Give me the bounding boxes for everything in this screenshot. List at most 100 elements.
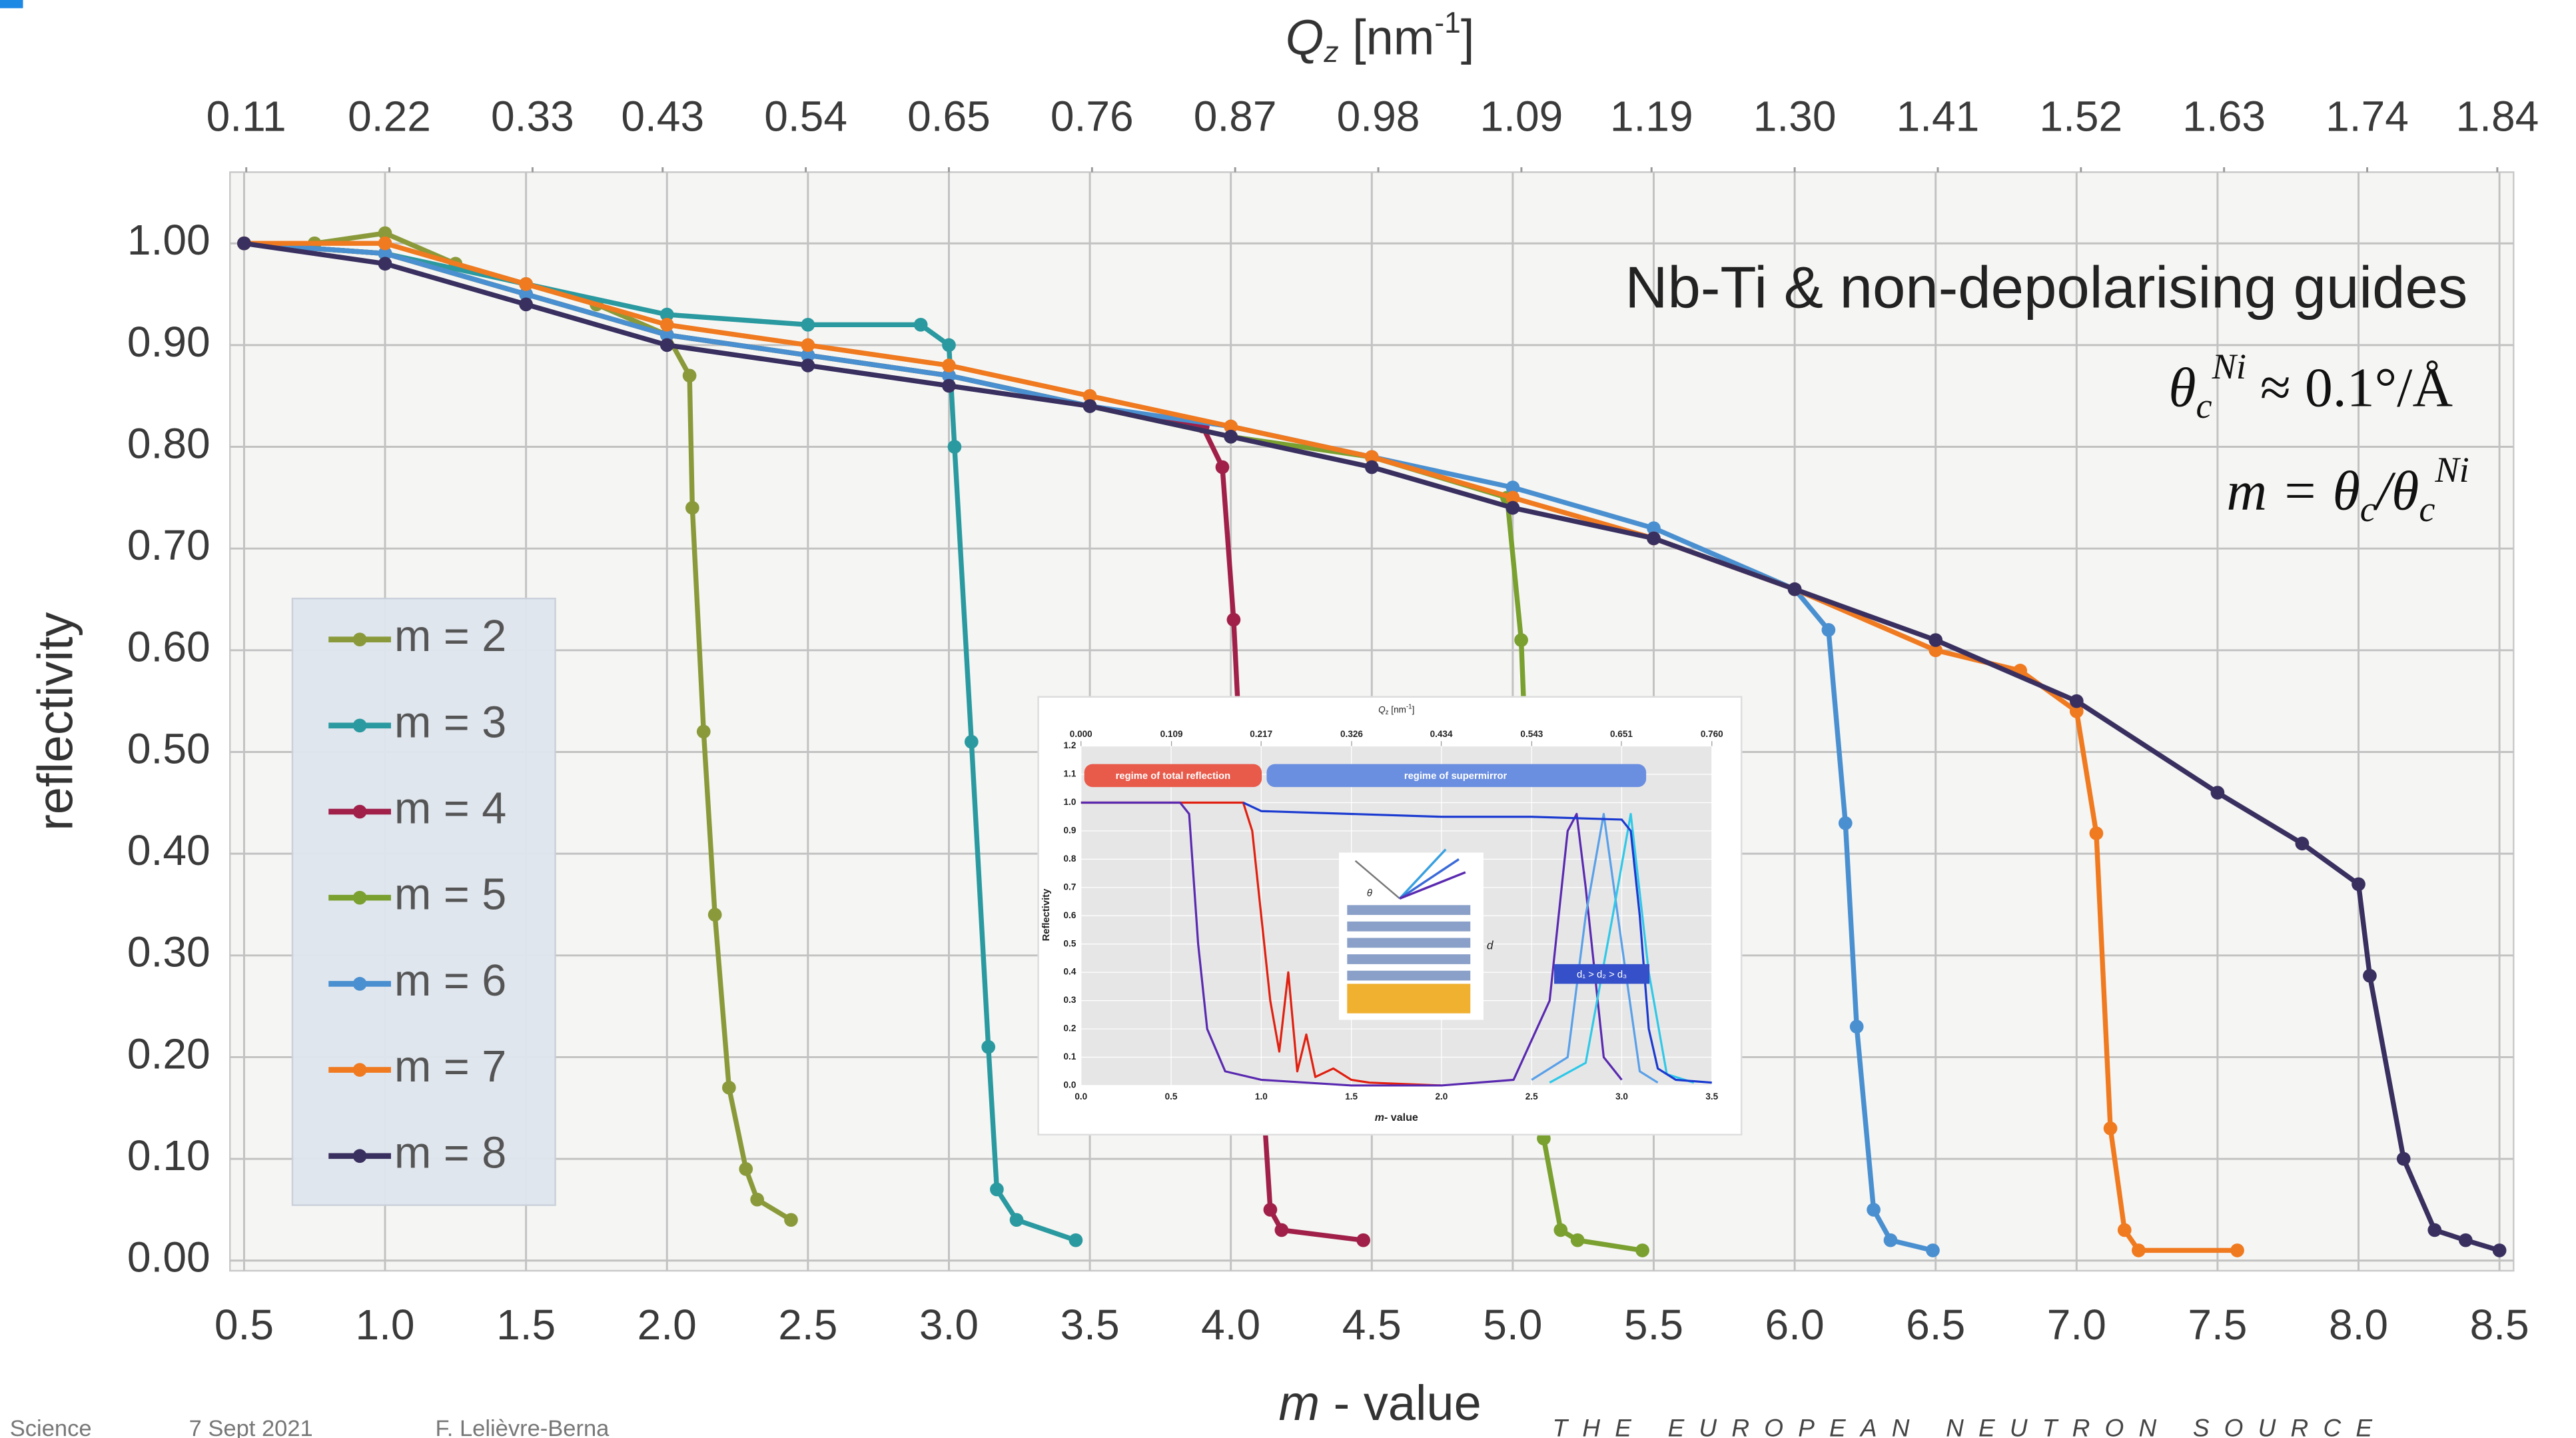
label-part: Q bbox=[1378, 704, 1386, 714]
data-point bbox=[237, 236, 251, 251]
data-point bbox=[1821, 622, 1836, 637]
series-line bbox=[244, 241, 2238, 1253]
data-point bbox=[2295, 836, 2310, 851]
data-point bbox=[1069, 1233, 1083, 1247]
data-point bbox=[1570, 1233, 1585, 1247]
layer bbox=[1347, 921, 1471, 932]
data-point bbox=[659, 328, 674, 342]
data-point bbox=[1635, 1243, 1649, 1257]
data-point bbox=[942, 378, 956, 393]
data-point bbox=[721, 1080, 736, 1095]
substrate bbox=[1347, 984, 1471, 1014]
x2-tick-label: 0.760 bbox=[1701, 729, 1723, 739]
x-tick-label: 6.5 bbox=[1906, 1301, 1965, 1349]
data-point bbox=[801, 318, 815, 332]
x-tick-label: 2.5 bbox=[778, 1301, 837, 1349]
data-point bbox=[696, 724, 711, 739]
data-point bbox=[2069, 704, 2084, 718]
legend-marker bbox=[352, 977, 367, 991]
data-point bbox=[519, 297, 533, 312]
legend-label: m = 4 bbox=[394, 784, 506, 834]
formula-part: ≈ 0.1°/Å bbox=[2246, 357, 2453, 419]
label-part: -1 bbox=[1434, 7, 1460, 39]
x2-tick-label: 0.22 bbox=[348, 93, 431, 141]
data-point bbox=[2352, 877, 2365, 892]
data-point bbox=[1787, 582, 1802, 596]
y-tick-label: 1.00 bbox=[127, 216, 211, 264]
x-tick-label: 7.0 bbox=[2047, 1301, 2106, 1349]
data-point bbox=[519, 287, 533, 301]
formula-part: c bbox=[2196, 386, 2212, 426]
y-tick-label: 0.4 bbox=[1064, 967, 1076, 977]
legend-label: m = 7 bbox=[394, 1042, 506, 1091]
ray bbox=[1354, 860, 1401, 900]
y-tick-label: 0.3 bbox=[1064, 995, 1076, 1005]
inset-x2-axis-title: Qz [nm-1] bbox=[1378, 703, 1414, 716]
y-tick-label: 0.9 bbox=[1064, 826, 1076, 836]
y-tick-label: 0.60 bbox=[127, 623, 211, 671]
data-point bbox=[1514, 633, 1528, 647]
ray bbox=[1399, 871, 1466, 900]
data-point bbox=[913, 318, 928, 332]
multilayer-diagram: θ d bbox=[1338, 848, 1494, 1020]
x-tick-label: 8.0 bbox=[2329, 1301, 2388, 1349]
data-point bbox=[378, 247, 392, 261]
y-tick-label: 0.7 bbox=[1064, 882, 1076, 892]
data-point bbox=[2103, 1121, 2118, 1135]
footer-text: 7 Sept 2021 bbox=[189, 1416, 313, 1438]
data-point bbox=[1215, 460, 1230, 474]
y-axis-title: reflectivity bbox=[27, 612, 83, 831]
brand: THE EUROPEAN NEUTRON SOURCE bbox=[1553, 1414, 2387, 1438]
x2-tick-label: 1.52 bbox=[2039, 93, 2122, 141]
label-part: z bbox=[1386, 709, 1389, 716]
x2-tick-label: 0.76 bbox=[1051, 93, 1134, 141]
x2-tick-label: 0.11 bbox=[207, 93, 286, 141]
data-point bbox=[682, 368, 697, 383]
data-point bbox=[1867, 1203, 1881, 1217]
data-point bbox=[981, 1040, 996, 1054]
legend-marker bbox=[352, 1149, 367, 1163]
x-tick-label: 2.5 bbox=[1525, 1091, 1538, 1101]
y-tick-label: 0.5 bbox=[1064, 938, 1076, 948]
label-part: - value bbox=[1320, 1375, 1482, 1431]
annotation: Nb-Ti & non-depolarising guides bbox=[1625, 254, 2467, 320]
x2-tick-label: 1.84 bbox=[2455, 93, 2539, 141]
data-point bbox=[2363, 968, 2377, 983]
y-tick-label: 0.20 bbox=[127, 1030, 211, 1078]
data-point bbox=[1224, 419, 1238, 434]
y-tick-label: 1.0 bbox=[1064, 797, 1076, 807]
series-line bbox=[1080, 801, 1442, 1087]
x2-tick-label: 0.98 bbox=[1337, 93, 1420, 141]
x-tick-label: 4.5 bbox=[1342, 1301, 1402, 1349]
data-point bbox=[1274, 1223, 1289, 1237]
label-part: z bbox=[1323, 36, 1338, 69]
data-point bbox=[2089, 826, 2104, 840]
series-line bbox=[243, 241, 2501, 1253]
formula-part: Ni bbox=[2434, 450, 2469, 490]
x-tick-label: 1.0 bbox=[1255, 1091, 1268, 1101]
data-point bbox=[1505, 480, 1520, 494]
y-tick-label: 0.80 bbox=[127, 419, 211, 467]
footer-text: Science bbox=[10, 1416, 92, 1438]
data-point bbox=[1226, 612, 1241, 627]
x-tick-label: 0.0 bbox=[1074, 1091, 1087, 1101]
label-part: m bbox=[1278, 1375, 1320, 1431]
data-point bbox=[2230, 1243, 2244, 1257]
formula-part: c bbox=[2419, 490, 2435, 530]
label-part: [nm bbox=[1389, 704, 1406, 714]
data-point bbox=[1505, 500, 1520, 515]
label-part: ] bbox=[1412, 704, 1415, 714]
data-point bbox=[1553, 1223, 1568, 1237]
series-line bbox=[1242, 802, 1712, 1084]
data-point bbox=[1263, 1203, 1278, 1217]
data-point bbox=[942, 338, 956, 353]
x-tick-label: 3.0 bbox=[1615, 1091, 1628, 1101]
data-point bbox=[519, 277, 533, 291]
legend-marker bbox=[352, 632, 367, 646]
data-point bbox=[1224, 429, 1238, 444]
y-tick-label: 0.30 bbox=[127, 928, 211, 976]
label-box bbox=[1554, 964, 1650, 984]
formula: θcNi ≈ 0.1°/Å bbox=[2168, 347, 2453, 426]
data-point bbox=[685, 500, 699, 515]
inset-x-axis-title: m- value bbox=[1375, 1112, 1418, 1123]
